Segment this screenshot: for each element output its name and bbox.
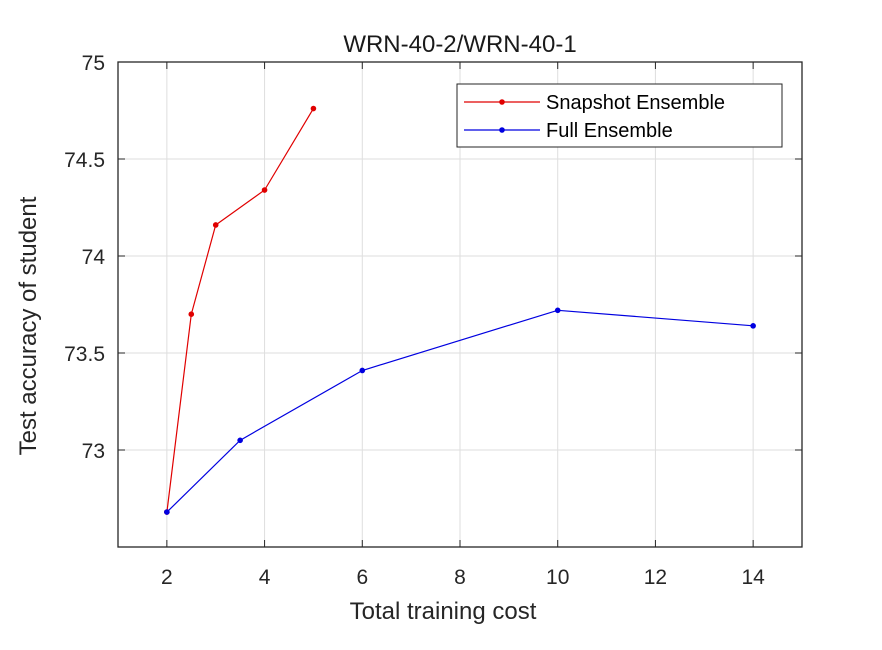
x-tick-label: 10 [546, 566, 569, 589]
y-tick-label: 73 [82, 440, 105, 463]
series-1-point [261, 187, 268, 193]
y-tick-label: 74 [82, 246, 106, 269]
x-tick-label: 6 [356, 566, 368, 589]
legend-label-2: Full Ensemble [546, 120, 673, 142]
legend-marker-2 [499, 127, 505, 133]
series-1-point [212, 222, 219, 228]
legend-label-1: Snapshot Ensemble [546, 92, 725, 114]
y-tick-label: 75 [82, 52, 105, 75]
x-axis-label: Total training cost [350, 598, 537, 625]
chart-title: WRN-40-2/WRN-40-1 [343, 31, 576, 58]
series-2-point [554, 307, 561, 314]
series-1-point [188, 311, 195, 318]
series-2-point [164, 509, 170, 515]
y-axis-label: Test accuracy of student [15, 196, 42, 455]
axis-ticks: 2 4 6 8 10 12 14 73 73.5 74 74.5 75 [64, 52, 802, 589]
y-tick-label: 73.5 [64, 343, 105, 366]
x-tick-label: 8 [454, 566, 466, 589]
series-2-point [237, 437, 243, 444]
x-tick-label: 14 [741, 566, 765, 589]
series-2-point [750, 323, 756, 329]
x-tick-label: 12 [644, 566, 667, 589]
series-1-point [310, 105, 317, 112]
legend: Snapshot Ensemble Full Ensemble [456, 83, 783, 148]
plot-frame [117, 61, 803, 548]
y-tick-label: 74.5 [64, 149, 105, 172]
x-tick-label: 4 [259, 566, 271, 589]
series-2-point [359, 367, 366, 374]
legend-box [456, 83, 783, 148]
x-tick-label: 2 [161, 566, 173, 589]
legend-marker-1 [499, 99, 505, 105]
series-group [164, 105, 756, 515]
